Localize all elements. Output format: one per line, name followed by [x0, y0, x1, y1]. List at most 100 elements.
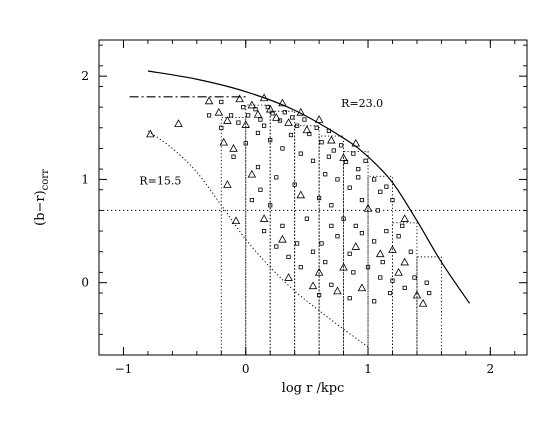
data-point-square — [359, 231, 365, 236]
data-point-square — [378, 275, 383, 280]
data-point-triangle — [363, 203, 373, 212]
data-point-triangle — [339, 153, 348, 162]
data-point-triangle — [284, 118, 293, 126]
data-point-triangle — [418, 298, 428, 307]
data-point-triangle — [412, 290, 422, 299]
data-point-square — [347, 185, 352, 190]
data-point-triangle — [339, 262, 348, 271]
data-point-square — [319, 140, 324, 145]
data-point-triangle — [219, 137, 229, 146]
data-point-square — [329, 282, 334, 287]
data-point-square — [326, 128, 331, 133]
data-point-square — [359, 197, 365, 203]
data-point-square — [268, 203, 273, 208]
data-point-square — [258, 187, 263, 192]
data-point-square — [317, 195, 322, 201]
data-point-square — [384, 184, 389, 189]
data-point-square — [261, 123, 267, 128]
data-point-triangle — [223, 180, 232, 188]
data-point-square — [343, 159, 349, 164]
data-point-triangle — [351, 138, 361, 147]
data-point-square — [323, 172, 328, 177]
y-tick-label: 0 — [81, 276, 89, 290]
annotation-label: R=15.5 — [139, 175, 181, 188]
data-point-square — [363, 158, 368, 163]
data-point-square — [274, 175, 279, 180]
data-point-square — [298, 151, 303, 156]
data-point-square — [274, 244, 279, 249]
data-point-triangle — [394, 267, 403, 276]
data-point-triangle — [308, 281, 318, 290]
data-point-square — [288, 132, 294, 138]
data-point-square — [326, 154, 331, 159]
data-point-square — [335, 177, 340, 182]
data-point-triangle — [253, 109, 263, 118]
data-point-square — [258, 117, 263, 122]
data-point-triangle — [247, 169, 257, 178]
data-point-triangle — [223, 116, 232, 124]
data-point-square — [390, 197, 395, 203]
y-axis-label-subscript: corr — [40, 169, 51, 190]
data-point-square — [307, 131, 312, 137]
data-point-square — [295, 123, 300, 128]
data-point-triangle — [357, 283, 367, 292]
data-point-square — [255, 130, 261, 136]
data-point-square — [329, 223, 334, 229]
data-point-square — [323, 259, 328, 265]
data-point-triangle — [284, 273, 293, 281]
y-axis-label-main: (b−r) — [33, 190, 48, 226]
data-point-square — [231, 154, 236, 159]
data-point-square — [310, 249, 316, 254]
data-point-square — [228, 113, 234, 118]
data-point-square — [219, 125, 224, 130]
plot-contents — [99, 70, 527, 355]
data-point-triangle — [296, 190, 306, 199]
data-point-square — [387, 290, 393, 296]
data-point-square — [384, 228, 389, 234]
data-point-triangle — [302, 125, 312, 134]
data-point-square — [329, 203, 334, 208]
data-point-triangle — [146, 129, 155, 138]
data-point-square — [304, 216, 309, 221]
data-point-square — [317, 292, 322, 298]
data-point-triangle — [214, 107, 224, 116]
data-point-square — [347, 251, 352, 256]
data-point-square — [396, 234, 401, 239]
bin-box-2 — [245, 104, 271, 355]
data-point-square — [427, 290, 432, 296]
data-point-square — [295, 241, 300, 246]
data-point-triangle — [265, 104, 275, 113]
x-tick-label: 2 — [486, 362, 494, 376]
data-point-triangle — [388, 245, 397, 253]
data-point-triangle — [259, 93, 269, 102]
data-point-triangle — [229, 144, 238, 152]
data-point-triangle — [296, 107, 306, 116]
data-point-square — [290, 115, 295, 120]
x-tick-label: 1 — [364, 362, 372, 376]
data-point-triangle — [333, 286, 342, 295]
data-point-triangle — [375, 249, 385, 258]
data-point-square — [302, 117, 307, 122]
data-point-square — [372, 177, 377, 182]
plot-area — [99, 70, 527, 355]
data-point-triangle — [247, 100, 257, 109]
data-point-triangle — [241, 120, 251, 128]
data-point-square — [270, 111, 275, 116]
data-point-square — [268, 138, 273, 143]
text-layer: log r /kpc (b−r)corr −1 0 1 2 0 1 2 R=23.0 R=15.… — [33, 69, 494, 396]
data-point-square — [280, 223, 285, 229]
data-point-square — [347, 296, 352, 301]
y-axis-label: (b−r)corr — [33, 169, 51, 226]
data-point-square — [310, 158, 316, 163]
data-point-square — [255, 164, 261, 170]
data-point-triangle — [231, 216, 241, 225]
data-point-triangle — [400, 257, 409, 266]
data-point-square — [400, 223, 405, 229]
data-point-square — [341, 216, 346, 221]
data-point-square — [372, 299, 377, 304]
data-point-square — [249, 197, 254, 203]
data-point-square — [206, 113, 212, 118]
curve-faint-limit — [147, 70, 471, 304]
data-point-square — [241, 105, 246, 110]
